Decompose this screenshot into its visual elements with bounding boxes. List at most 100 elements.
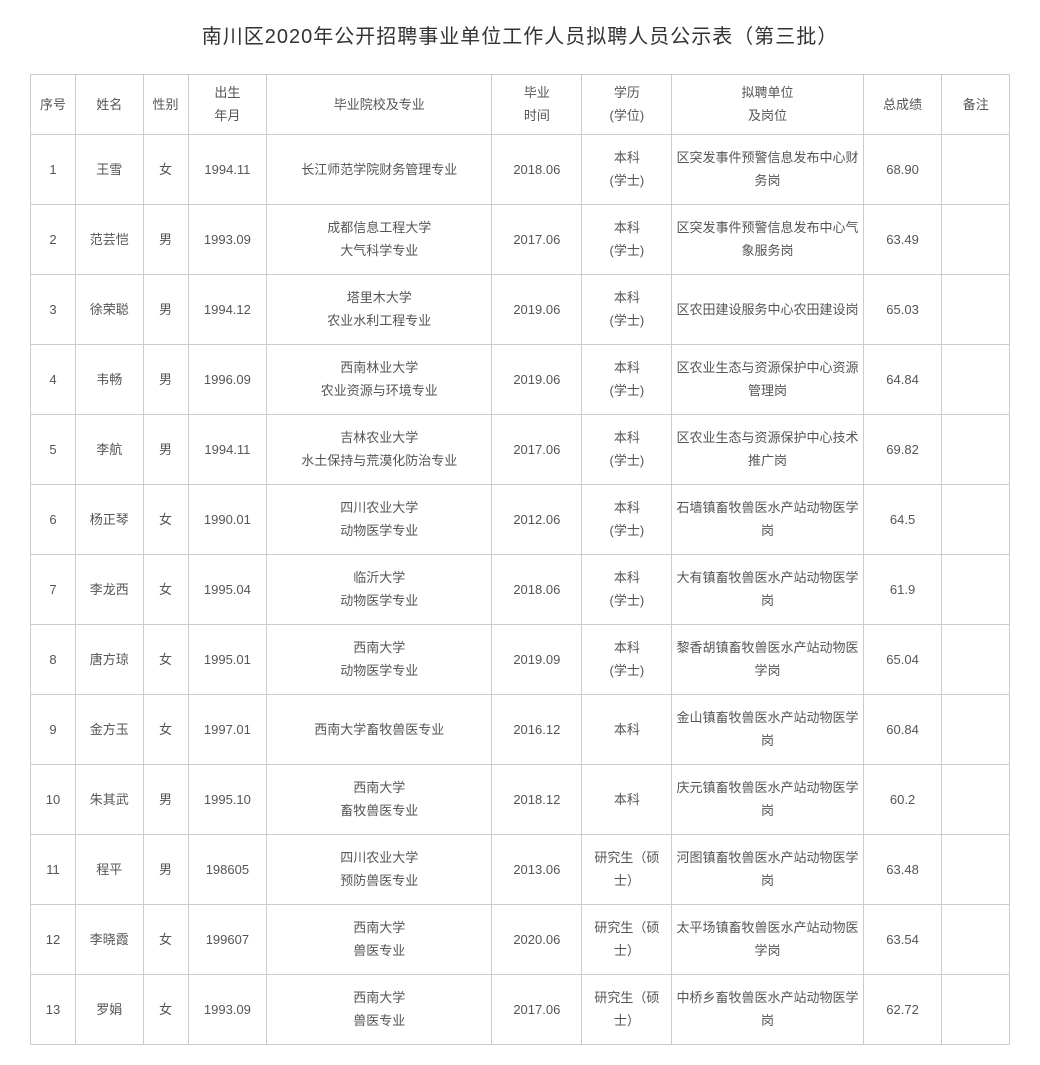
cell-name: 范芸恺 xyxy=(76,204,144,274)
cell-seq: 2 xyxy=(31,204,76,274)
cell-school: 长江师范学院财务管理专业 xyxy=(267,134,492,204)
cell-gender: 男 xyxy=(143,414,188,484)
cell-position: 太平场镇畜牧兽医水产站动物医学岗 xyxy=(672,904,863,974)
cell-remark xyxy=(942,974,1010,1044)
cell-birth: 1994.12 xyxy=(188,274,267,344)
cell-score: 65.03 xyxy=(863,274,942,344)
cell-position: 区突发事件预警信息发布中心财务岗 xyxy=(672,134,863,204)
cell-seq: 1 xyxy=(31,134,76,204)
cell-name: 李龙西 xyxy=(76,554,144,624)
cell-school: 西南大学动物医学专业 xyxy=(267,624,492,694)
cell-gender: 女 xyxy=(143,904,188,974)
cell-score: 61.9 xyxy=(863,554,942,624)
cell-grad: 2013.06 xyxy=(492,834,582,904)
cell-gender: 女 xyxy=(143,484,188,554)
cell-birth: 1995.04 xyxy=(188,554,267,624)
cell-position: 河图镇畜牧兽医水产站动物医学岗 xyxy=(672,834,863,904)
cell-birth: 1995.10 xyxy=(188,764,267,834)
cell-school: 吉林农业大学水土保持与荒漠化防治专业 xyxy=(267,414,492,484)
header-seq: 序号 xyxy=(31,75,76,135)
cell-gender: 男 xyxy=(143,764,188,834)
cell-seq: 6 xyxy=(31,484,76,554)
table-row: 11程平男198605四川农业大学预防兽医专业2013.06研究生（硕士）河图镇… xyxy=(31,834,1010,904)
cell-gender: 女 xyxy=(143,694,188,764)
table-row: 6杨正琴女1990.01四川农业大学动物医学专业2012.06本科(学士)石墙镇… xyxy=(31,484,1010,554)
cell-degree: 本科(学士) xyxy=(582,274,672,344)
table-row: 4韦畅男1996.09西南林业大学农业资源与环境专业2019.06本科(学士)区… xyxy=(31,344,1010,414)
cell-grad: 2016.12 xyxy=(492,694,582,764)
header-birth: 出生年月 xyxy=(188,75,267,135)
cell-grad: 2018.06 xyxy=(492,134,582,204)
cell-degree: 本科(学士) xyxy=(582,414,672,484)
table-body: 1王雪女1994.11长江师范学院财务管理专业2018.06本科(学士)区突发事… xyxy=(31,134,1010,1044)
header-gender: 性别 xyxy=(143,75,188,135)
cell-remark xyxy=(942,554,1010,624)
cell-degree: 本科(学士) xyxy=(582,204,672,274)
cell-score: 64.84 xyxy=(863,344,942,414)
table-row: 2范芸恺男1993.09成都信息工程大学大气科学专业2017.06本科(学士)区… xyxy=(31,204,1010,274)
personnel-table: 序号 姓名 性别 出生年月 毕业院校及专业 毕业时间 学历(学位) 拟聘单位及岗… xyxy=(30,74,1010,1045)
cell-birth: 1996.09 xyxy=(188,344,267,414)
cell-gender: 男 xyxy=(143,274,188,344)
cell-remark xyxy=(942,344,1010,414)
cell-school: 西南大学畜牧兽医专业 xyxy=(267,764,492,834)
cell-grad: 2017.06 xyxy=(492,974,582,1044)
cell-degree: 研究生（硕士） xyxy=(582,834,672,904)
cell-grad: 2017.06 xyxy=(492,204,582,274)
cell-seq: 9 xyxy=(31,694,76,764)
cell-position: 区农业生态与资源保护中心技术推广岗 xyxy=(672,414,863,484)
cell-school: 西南林业大学农业资源与环境专业 xyxy=(267,344,492,414)
cell-name: 李航 xyxy=(76,414,144,484)
cell-remark xyxy=(942,624,1010,694)
cell-gender: 男 xyxy=(143,344,188,414)
page-title: 南川区2020年公开招聘事业单位工作人员拟聘人员公示表（第三批） xyxy=(30,20,1010,49)
cell-score: 63.49 xyxy=(863,204,942,274)
cell-remark xyxy=(942,694,1010,764)
cell-grad: 2018.12 xyxy=(492,764,582,834)
cell-birth: 1993.09 xyxy=(188,974,267,1044)
cell-position: 大有镇畜牧兽医水产站动物医学岗 xyxy=(672,554,863,624)
cell-degree: 本科 xyxy=(582,764,672,834)
cell-score: 63.54 xyxy=(863,904,942,974)
cell-position: 区农业生态与资源保护中心资源管理岗 xyxy=(672,344,863,414)
cell-birth: 1997.01 xyxy=(188,694,267,764)
cell-degree: 研究生（硕士） xyxy=(582,904,672,974)
cell-name: 罗娟 xyxy=(76,974,144,1044)
cell-remark xyxy=(942,834,1010,904)
cell-birth: 1995.01 xyxy=(188,624,267,694)
cell-score: 60.84 xyxy=(863,694,942,764)
cell-seq: 3 xyxy=(31,274,76,344)
cell-score: 60.2 xyxy=(863,764,942,834)
header-school: 毕业院校及专业 xyxy=(267,75,492,135)
cell-school: 四川农业大学预防兽医专业 xyxy=(267,834,492,904)
cell-school: 西南大学兽医专业 xyxy=(267,974,492,1044)
header-position: 拟聘单位及岗位 xyxy=(672,75,863,135)
cell-degree: 本科(学士) xyxy=(582,484,672,554)
cell-school: 临沂大学动物医学专业 xyxy=(267,554,492,624)
cell-school: 西南大学兽医专业 xyxy=(267,904,492,974)
cell-gender: 女 xyxy=(143,624,188,694)
cell-degree: 研究生（硕士） xyxy=(582,974,672,1044)
table-row: 5李航男1994.11吉林农业大学水土保持与荒漠化防治专业2017.06本科(学… xyxy=(31,414,1010,484)
cell-name: 徐荣聪 xyxy=(76,274,144,344)
cell-seq: 8 xyxy=(31,624,76,694)
cell-grad: 2019.06 xyxy=(492,274,582,344)
cell-name: 杨正琴 xyxy=(76,484,144,554)
cell-position: 黎香胡镇畜牧兽医水产站动物医学岗 xyxy=(672,624,863,694)
cell-position: 区突发事件预警信息发布中心气象服务岗 xyxy=(672,204,863,274)
cell-remark xyxy=(942,484,1010,554)
cell-grad: 2017.06 xyxy=(492,414,582,484)
cell-seq: 7 xyxy=(31,554,76,624)
table-row: 3徐荣聪男1994.12塔里木大学农业水利工程专业2019.06本科(学士)区农… xyxy=(31,274,1010,344)
cell-birth: 1994.11 xyxy=(188,134,267,204)
cell-seq: 12 xyxy=(31,904,76,974)
cell-remark xyxy=(942,414,1010,484)
cell-name: 程平 xyxy=(76,834,144,904)
table-row: 1王雪女1994.11长江师范学院财务管理专业2018.06本科(学士)区突发事… xyxy=(31,134,1010,204)
header-degree: 学历(学位) xyxy=(582,75,672,135)
cell-score: 68.90 xyxy=(863,134,942,204)
cell-position: 中桥乡畜牧兽医水产站动物医学岗 xyxy=(672,974,863,1044)
cell-gender: 女 xyxy=(143,974,188,1044)
header-grad: 毕业时间 xyxy=(492,75,582,135)
header-name: 姓名 xyxy=(76,75,144,135)
